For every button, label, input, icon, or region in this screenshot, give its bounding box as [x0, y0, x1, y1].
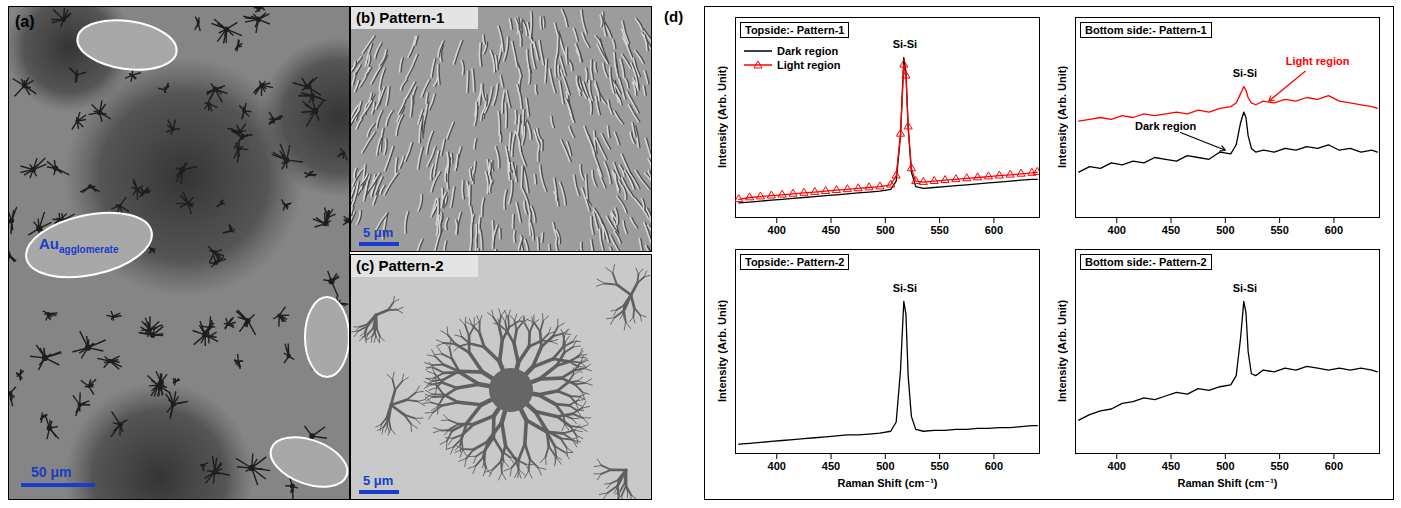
- svg-text:Light region: Light region: [1286, 55, 1350, 67]
- html-text:Intensity (Arb. Unit): Intensity (Arb. Unit): [716, 300, 728, 402]
- svg-text:400: 400: [1108, 460, 1126, 472]
- svg-text:550: 550: [1270, 460, 1288, 472]
- svg-text:Si-Si: Si-Si: [893, 282, 917, 294]
- html-text:Intensity (Arb. Unit): Intensity (Arb. Unit): [1056, 66, 1068, 168]
- svg-text:Dark region: Dark region: [1135, 120, 1196, 132]
- svg-text:5 μm: 5 μm: [363, 225, 393, 240]
- svg-text:Si-Si: Si-Si: [1233, 67, 1257, 79]
- svg-text:400: 400: [1108, 224, 1126, 236]
- svg-text:450: 450: [822, 224, 840, 236]
- svg-text:500: 500: [876, 224, 894, 236]
- svg-text:Auagglomerate: Auagglomerate: [39, 235, 119, 255]
- svg-text:600: 600: [985, 460, 1003, 472]
- svg-text:400: 400: [768, 224, 786, 236]
- svg-text:600: 600: [1325, 224, 1343, 236]
- svg-text:450: 450: [1162, 224, 1180, 236]
- html-text:Light region: Light region: [777, 59, 841, 71]
- svg-text:(b) Pattern-1: (b) Pattern-1: [356, 9, 444, 26]
- svg-text:5 μm: 5 μm: [363, 473, 393, 488]
- svg-text:(c) Pattern-2: (c) Pattern-2: [356, 257, 444, 274]
- html-text:(d): (d): [664, 8, 684, 25]
- html-text:Bottom side:- Pattern-1: Bottom side:- Pattern-1: [1085, 24, 1207, 36]
- svg-text:550: 550: [930, 460, 948, 472]
- svg-text:600: 600: [985, 224, 1003, 236]
- svg-text:50 μm: 50 μm: [31, 464, 71, 480]
- svg-text:600: 600: [1325, 460, 1343, 472]
- svg-text:500: 500: [1216, 460, 1234, 472]
- html-text:Topside:- Pattern-2: Topside:- Pattern-2: [745, 256, 845, 268]
- svg-text:450: 450: [822, 460, 840, 472]
- html-text:Intensity (Arb. Unit): Intensity (Arb. Unit): [1056, 300, 1068, 402]
- svg-text:Si-Si: Si-Si: [893, 38, 917, 50]
- svg-text:550: 550: [1270, 224, 1288, 236]
- svg-text:(a): (a): [15, 13, 35, 30]
- svg-text:Si-Si: Si-Si: [1233, 282, 1257, 294]
- svg-text:500: 500: [876, 460, 894, 472]
- svg-text:550: 550: [930, 224, 948, 236]
- svg-text:400: 400: [768, 460, 786, 472]
- html-text:Intensity (Arb. Unit): Intensity (Arb. Unit): [716, 66, 728, 168]
- svg-text:Raman Shift (cm⁻¹): Raman Shift (cm⁻¹): [1178, 477, 1278, 489]
- svg-text:Raman Shift (cm⁻¹): Raman Shift (cm⁻¹): [838, 477, 938, 489]
- html-text:Topside:- Pattern-1: Topside:- Pattern-1: [745, 24, 845, 36]
- html-text:Dark region: Dark region: [777, 45, 839, 57]
- svg-text:500: 500: [1216, 224, 1234, 236]
- html-text:Bottom side:- Pattern-2: Bottom side:- Pattern-2: [1085, 256, 1207, 268]
- svg-text:450: 450: [1162, 460, 1180, 472]
